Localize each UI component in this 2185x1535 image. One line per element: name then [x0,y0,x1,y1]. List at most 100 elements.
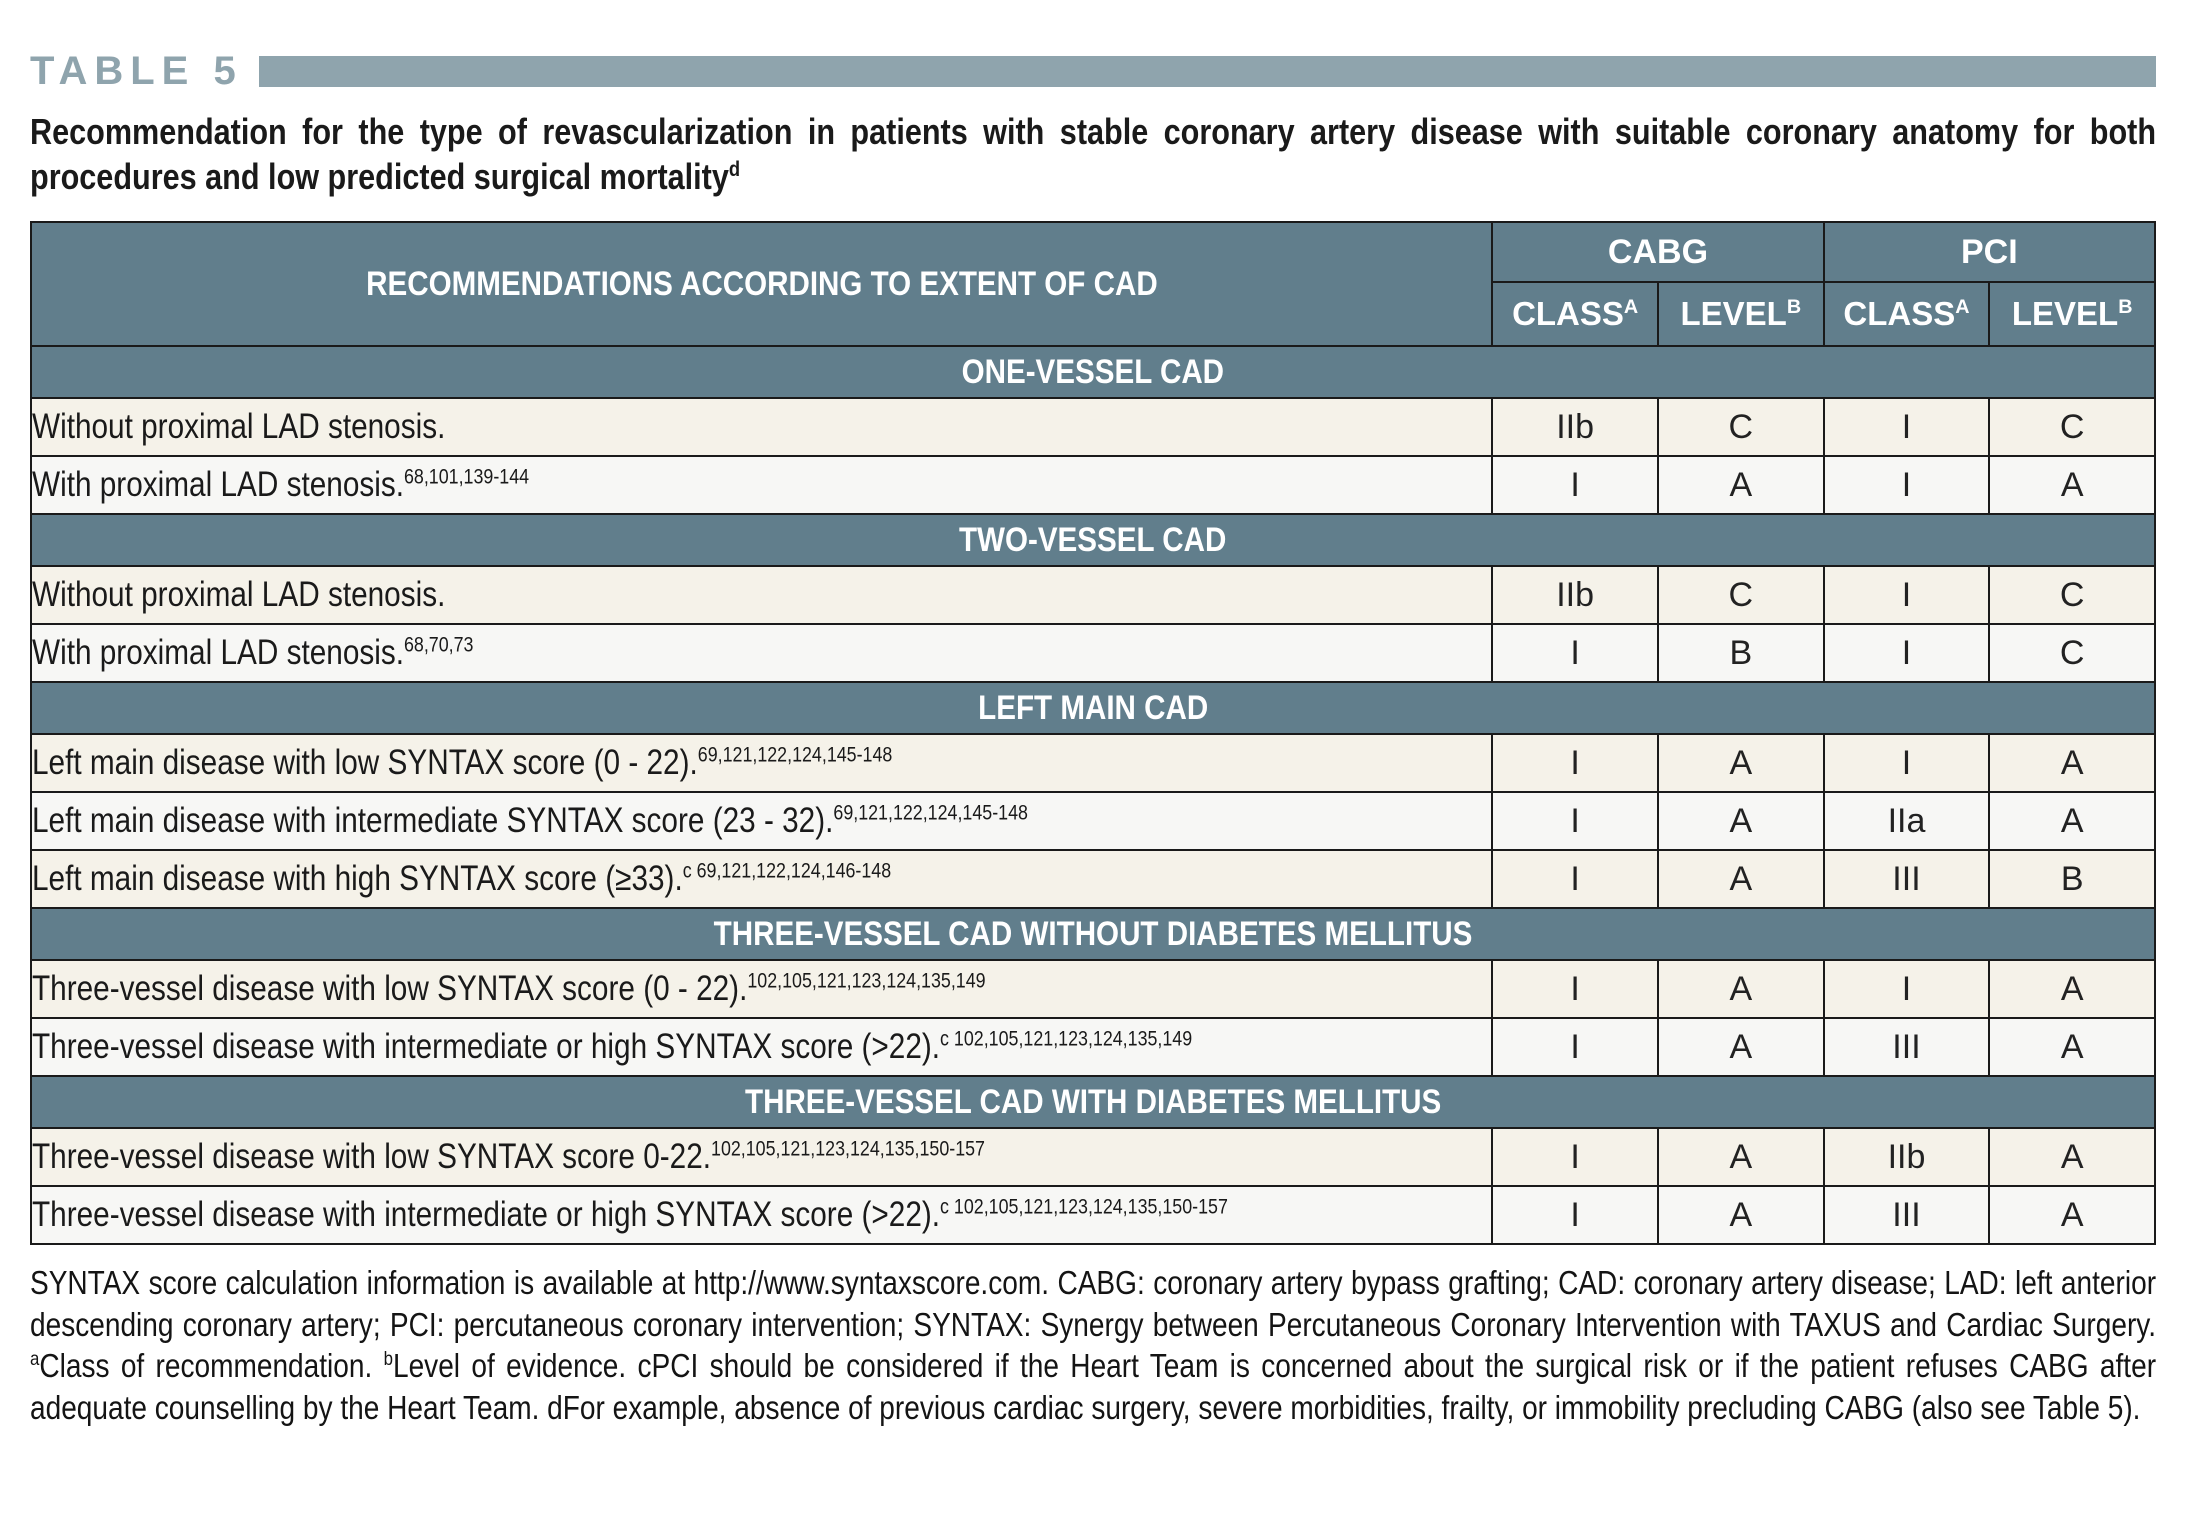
pci-level-cell: A [1988,1017,2156,1077]
cabg-level-cell: A [1656,849,1825,909]
banner-bar [258,55,2156,87]
row-references: 102,105,121,123,124,135,150-157 [711,1137,985,1161]
cabg-class-cell: I [1491,849,1659,909]
pci-class-cell: IIa [1822,791,1991,851]
section-title: THREE-VESSEL CAD WITHOUT DIABETES MELLIT… [30,907,2156,961]
column-header-cabg-class: CLASSA [1491,281,1659,347]
pci-level-cell: C [1988,397,2156,457]
row-references: 68,101,139-144 [403,465,530,489]
pci-class-cell: I [1822,397,1991,457]
pci-class-cell: III [1822,849,1991,909]
row-label: With proximal LAD stenosis.68,70,73 [29,623,1494,683]
pci-level-cell: A [1988,455,2156,515]
row-label: Left main disease with low SYNTAX score … [29,733,1494,793]
column-group-pci: PCI [1822,221,2157,283]
section-row-three-vessel-no-dm: THREE-VESSEL CAD WITHOUT DIABETES MELLIT… [30,907,2156,961]
table-row: Three-vessel disease with low SYNTAX sco… [29,1127,2156,1187]
cabg-level-cell: A [1656,1185,1825,1245]
pci-level-cell: A [1988,1127,2156,1187]
row-label: Three-vessel disease with intermediate o… [29,1185,1494,1245]
header-sub-row: CLASSA LEVELB CLASSA LEVELB [31,281,2156,347]
pci-class-cell: III [1822,1185,1991,1245]
table-title-footnote-marker: d [728,156,741,181]
table-row: Left main disease with high SYNTAX score… [29,849,2156,909]
cabg-level-cell: A [1656,1017,1825,1077]
row-references: c 69,121,122,124,146-148 [682,859,892,883]
cabg-level-cell: A [1656,455,1825,515]
recommendations-table: RECOMMENDATIONS ACCORDING TO EXTENT OF C… [29,221,2157,1245]
row-label: Three-vessel disease with low SYNTAX sco… [29,1127,1494,1187]
section-title: ONE-VESSEL CAD [30,345,2156,399]
cabg-class-cell: I [1491,959,1659,1019]
row-label: Without proximal LAD stenosis. [29,565,1494,625]
row-label: Three-vessel disease with intermediate o… [29,1017,1494,1077]
cabg-level-cell: A [1656,1127,1825,1187]
column-group-cabg: CABG [1491,221,1825,283]
pci-level-cell: B [1988,849,2156,909]
pci-class-cell: I [1822,733,1991,793]
cabg-level-cell: A [1656,791,1825,851]
row-references: 69,121,122,124,145-148 [833,801,1028,825]
row-references: 69,121,122,124,145-148 [697,743,893,767]
pci-class-cell: I [1822,623,1991,683]
row-references: c 102,105,121,123,124,135,150-157 [940,1195,1228,1219]
pci-level-cell: A [1988,959,2156,1019]
row-label: With proximal LAD stenosis.68,101,139-14… [29,455,1494,515]
cabg-class-cell: I [1491,1185,1659,1245]
row-references: 102,105,121,123,124,135,149 [747,969,986,993]
table-row: With proximal LAD stenosis.68,70,73 I B … [29,623,2156,683]
cabg-level-cell: C [1656,397,1825,457]
section-row-left-main: LEFT MAIN CAD [30,681,2156,735]
cabg-level-cell: C [1656,565,1825,625]
row-references: c 102,105,121,123,124,135,149 [940,1027,1193,1051]
table-row: Without proximal LAD stenosis. IIb C I C [29,565,2156,625]
pci-class-cell: I [1822,455,1991,515]
row-label: Three-vessel disease with low SYNTAX sco… [29,959,1494,1019]
table-row: Three-vessel disease with low SYNTAX sco… [29,959,2156,1019]
pci-level-cell: C [1988,565,2156,625]
section-title: THREE-VESSEL CAD WITH DIABETES MELLITUS [30,1075,2156,1129]
pci-class-cell: I [1822,959,1991,1019]
pci-level-cell: C [1988,623,2156,683]
footnote-wrap: SYNTAX score calculation information is … [30,1262,2156,1428]
table-row: Three-vessel disease with intermediate o… [29,1185,2156,1245]
column-header-pci-level: LEVELB [1988,281,2156,347]
pci-level-cell: A [1988,1185,2156,1245]
pci-level-cell: A [1988,733,2156,793]
pci-class-cell: IIb [1822,1127,1991,1187]
row-label: Without proximal LAD stenosis. [29,397,1494,457]
footnote-text-2: Class of recommendation. [39,1347,384,1385]
cabg-class-cell: I [1491,455,1659,515]
pci-class-cell: III [1822,1017,1991,1077]
cabg-class-cell: I [1491,1017,1659,1077]
footnote-text-1: SYNTAX score calculation information is … [30,1264,2157,1343]
column-header-pci-class: CLASSA [1822,281,1991,347]
table-row: With proximal LAD stenosis.68,101,139-14… [29,455,2156,515]
footnote-text-3: Level of evidence. cPCI should be consid… [30,1347,2157,1426]
cabg-class-cell: I [1491,1127,1659,1187]
footnote-marker-b: b [383,1348,393,1371]
table-banner: TABLE 5 [30,51,2156,91]
table-row: Without proximal LAD stenosis. IIb C I C [29,397,2156,457]
table-title-text: Recommendation for the type of revascula… [30,111,2157,197]
row-label: Left main disease with intermediate SYNT… [29,791,1494,851]
footnote-marker-a: a [30,1348,40,1371]
table-title-wrap: Recommendation for the type of revascula… [30,109,2156,199]
section-row-one-vessel: ONE-VESSEL CAD [30,345,2156,399]
column-header-extent-of-cad: RECOMMENDATIONS ACCORDING TO EXTENT OF C… [29,221,1494,347]
section-title: LEFT MAIN CAD [30,681,2156,735]
cabg-level-cell: B [1656,623,1825,683]
section-row-two-vessel: TWO-VESSEL CAD [30,513,2156,567]
pci-class-cell: I [1822,565,1991,625]
cabg-level-cell: A [1656,959,1825,1019]
table-number-label: TABLE 5 [30,49,243,93]
cabg-class-cell: IIb [1491,397,1659,457]
table-row: Left main disease with low SYNTAX score … [29,733,2156,793]
table-row: Left main disease with intermediate SYNT… [29,791,2156,851]
row-label: Left main disease with high SYNTAX score… [29,849,1494,909]
table-row: Three-vessel disease with intermediate o… [29,1017,2156,1077]
cabg-class-cell: I [1491,733,1659,793]
cabg-level-cell: A [1656,733,1825,793]
section-row-three-vessel-dm: THREE-VESSEL CAD WITH DIABETES MELLITUS [30,1075,2156,1129]
